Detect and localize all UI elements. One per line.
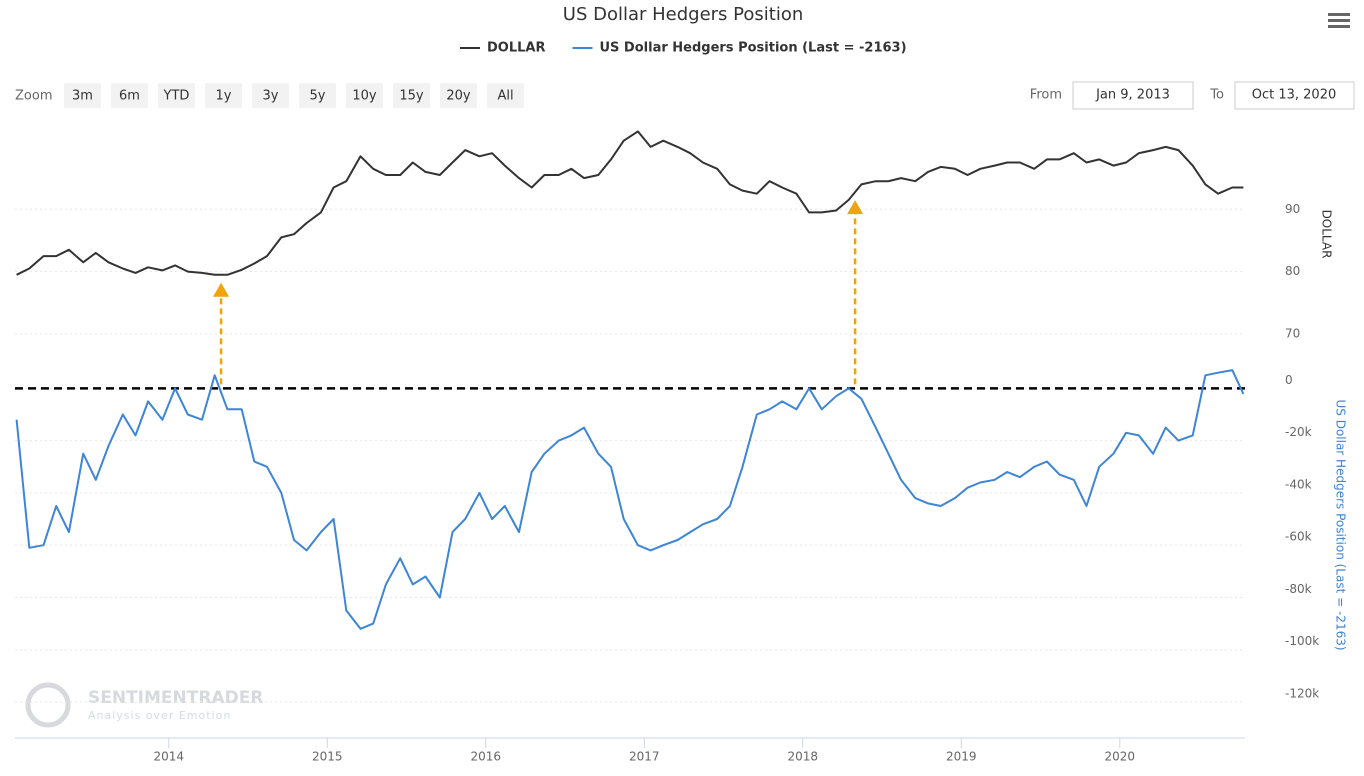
legend-item[interactable]: DOLLAR: [460, 41, 545, 56]
zoom-button-label: YTD: [163, 89, 190, 104]
zoom-button[interactable]: 3y: [252, 83, 289, 108]
zoom-button-bg: [393, 83, 430, 108]
to-value: Oct 13, 2020: [1252, 88, 1337, 103]
annotation-arrow-head: [847, 200, 864, 215]
chart-title: US Dollar Hedgers Position: [563, 4, 803, 25]
x-tick-label: 2017: [629, 750, 660, 764]
series-line: [16, 130, 1244, 276]
annotation-arrow-head: [213, 282, 230, 297]
watermark-tagline: Analysis over Emotion: [88, 709, 231, 722]
zoom-button[interactable]: 20y: [440, 83, 477, 108]
y2-tick-label: -80k: [1285, 582, 1312, 596]
zoom-button-label: 10y: [352, 89, 377, 104]
x-tick-label: 2014: [153, 750, 184, 764]
from-input[interactable]: [1072, 81, 1194, 110]
menu-bar: [1328, 19, 1350, 22]
zoom-button-bg: [299, 83, 336, 108]
zoom-button-label: 1y: [216, 89, 232, 104]
y2-tick-label: -120k: [1285, 687, 1319, 701]
zoom-button-bg: [487, 83, 524, 108]
menu-bar: [1328, 13, 1350, 16]
zoom-button-bg: [346, 83, 383, 108]
zoom-button-label: All: [497, 89, 513, 104]
y2-axis-title: US Dollar Hedgers Position (Last = -2163…: [1334, 399, 1348, 650]
zoom-button-label: 20y: [446, 89, 471, 104]
zoom-button-label: 3y: [263, 89, 279, 104]
y2-tick-label: -60k: [1285, 530, 1312, 544]
watermark: SENTIMENTRADER Analysis over Emotion: [25, 682, 263, 728]
zoom-button-bg: [158, 83, 195, 108]
zoom-button-bg: [64, 83, 101, 108]
zoom-button-bg: [252, 83, 289, 108]
zoom-button[interactable]: 3m: [64, 83, 101, 108]
series-line: [15, 369, 1245, 630]
from-label: From: [1030, 88, 1062, 103]
x-tick-label: 2016: [470, 750, 501, 764]
to-input[interactable]: [1234, 81, 1355, 110]
zoom-button[interactable]: YTD: [158, 83, 195, 108]
y-tick-label: 80: [1285, 264, 1300, 278]
y-tick-label: 70: [1285, 327, 1300, 341]
legend-label: DOLLAR: [487, 41, 545, 56]
zoom-button[interactable]: 6m: [111, 83, 148, 108]
x-tick-label: 2019: [946, 750, 977, 764]
y2-tick-label: -20k: [1285, 425, 1312, 439]
zoom-button-label: 6m: [119, 89, 140, 104]
y2-tick-label: 0: [1285, 373, 1293, 387]
zoom-label: Zoom: [15, 89, 52, 104]
y-axis-title: DOLLAR: [1320, 210, 1334, 259]
zoom-button-bg: [111, 83, 148, 108]
menu-icon[interactable]: [1328, 13, 1350, 28]
zoom-button[interactable]: All: [487, 83, 524, 108]
y2-tick-label: -100k: [1285, 634, 1319, 648]
watermark-logo: [25, 682, 71, 728]
zoom-button-label: 3m: [72, 89, 93, 104]
zoom-button[interactable]: 15y: [393, 83, 430, 108]
zoom-button-bg: [205, 83, 242, 108]
y2-tick-label: -40k: [1285, 477, 1312, 491]
zoom-button-label: 5y: [310, 89, 326, 104]
x-tick-label: 2015: [312, 750, 343, 764]
legend-label: US Dollar Hedgers Position (Last = -2163…: [599, 41, 906, 56]
zoom-button[interactable]: 10y: [346, 83, 383, 108]
watermark-name: SENTIMENTRADER: [88, 688, 263, 708]
zoom-button[interactable]: 1y: [205, 83, 242, 108]
legend-item[interactable]: US Dollar Hedgers Position (Last = -2163…: [572, 41, 907, 56]
menu-bar: [1328, 25, 1350, 28]
zoom-button-bg: [440, 83, 477, 108]
to-label: To: [1209, 88, 1224, 103]
x-tick-label: 2020: [1105, 750, 1136, 764]
from-value: Jan 9, 2013: [1095, 88, 1170, 103]
y-tick-label: 90: [1285, 202, 1300, 216]
zoom-button-label: 15y: [399, 89, 424, 104]
x-tick-label: 2018: [787, 750, 818, 764]
zoom-button[interactable]: 5y: [299, 83, 336, 108]
